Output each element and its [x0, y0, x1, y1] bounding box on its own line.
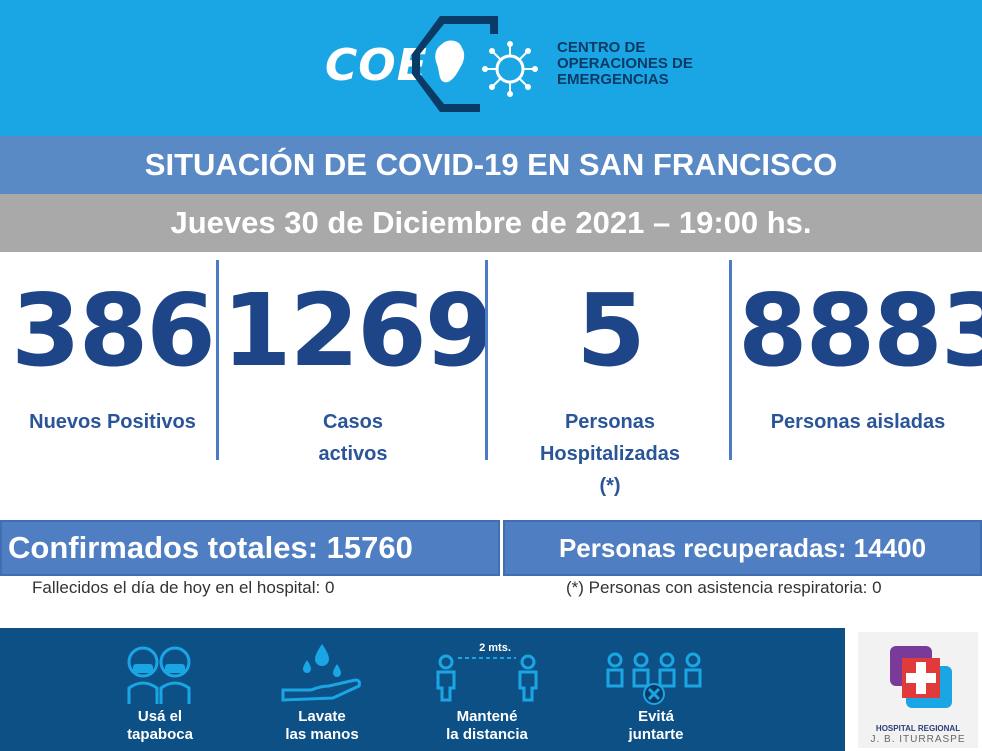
virus-hexagon-icon: [412, 16, 538, 112]
tip-label-line: Evitá: [638, 708, 674, 725]
tip-mask: Usá el tapaboca: [85, 628, 235, 751]
tip-label-line: tapaboca: [127, 726, 193, 743]
distance-label: 2 mts.: [479, 642, 511, 654]
tip-label: Usá el tapaboca: [85, 708, 235, 744]
prevention-footer: Usá el tapaboca Lavate las manos 2 mts.: [0, 628, 845, 751]
tip-label-line: la distancia: [446, 726, 528, 743]
tip-label-line: Mantené: [456, 708, 518, 725]
page-title: SITUACIÓN DE COVID-19 EN SAN FRANCISCO: [0, 136, 982, 194]
stat-label: activos: [318, 443, 388, 465]
stat-value: 1269: [222, 272, 494, 389]
face-mask-icon: [127, 646, 191, 704]
stat-label: Hospitalizadas: [539, 443, 681, 465]
stat-label: Nuevos Positivos: [29, 411, 196, 433]
respiratory-note: (*) Personas con asistencia respiratoria…: [566, 578, 882, 597]
tip-label-line: juntarte: [628, 726, 684, 743]
stat-isolated: 8883 Personas aisladas: [738, 256, 982, 438]
hospital-logo: HOSPITAL REGIONAL J. B. ITURRASPE: [858, 632, 978, 748]
stat-active-cases: 1269 Casos activos: [222, 256, 494, 470]
hospital-cross-icon: [890, 646, 952, 708]
org-line: OPERACIONES DE: [557, 55, 693, 72]
coe-org-name: CENTRO DE OPERACIONES DE EMERGENCIAS: [557, 40, 757, 88]
hand-wash-icon: [281, 644, 361, 702]
divider: [485, 260, 488, 460]
stat-label: Casos: [322, 411, 384, 433]
tip-label: Evitá juntarte: [581, 708, 731, 744]
social-distance-icon: [436, 654, 538, 702]
report-date: Jueves 30 de Diciembre de 2021 – 19:00 h…: [0, 194, 982, 252]
tip-handwash: Lavate las manos: [247, 628, 397, 751]
hospital-name-sub: J. B. ITURRASPE: [870, 734, 966, 745]
divider: [729, 260, 732, 460]
tip-distance: 2 mts. Mantené la distancia: [412, 628, 562, 751]
stat-hospitalized: 5 Personas Hospitalizadas (*): [490, 256, 730, 502]
tip-label: Lavate las manos: [247, 708, 397, 744]
stat-label: Personas aisladas: [770, 411, 946, 433]
deaths-note: Fallecidos el día de hoy en el hospital:…: [32, 578, 335, 597]
confirmed-total-box: Confirmados totales: 15760: [0, 520, 500, 576]
header-banner: COE CENTRO DE OPERACIONES DE EMERGENCIAS: [0, 0, 982, 136]
stat-value: 386: [11, 272, 216, 389]
tip-label-line: Lavate: [298, 708, 346, 725]
stat-new-positives: 386 Nuevos Positivos: [10, 256, 216, 438]
no-gathering-icon: [606, 652, 702, 705]
stat-value: 5: [576, 272, 646, 389]
tip-no-gathering: Evitá juntarte: [581, 628, 731, 751]
stat-value: 8883: [738, 272, 982, 389]
recovered-total-box: Personas recuperadas: 14400: [503, 520, 982, 576]
divider: [216, 260, 219, 460]
org-line: CENTRO DE: [557, 39, 646, 56]
tip-label-line: Usá el: [137, 708, 183, 725]
coe-logo: COE: [325, 40, 428, 91]
org-line: EMERGENCIAS: [557, 71, 669, 88]
tip-label-line: las manos: [285, 726, 359, 743]
stat-label: (*): [599, 475, 621, 497]
hospital-name: HOSPITAL REGIONAL: [875, 724, 961, 733]
stat-label: Personas: [564, 411, 656, 433]
tip-label: Mantené la distancia: [412, 708, 562, 744]
